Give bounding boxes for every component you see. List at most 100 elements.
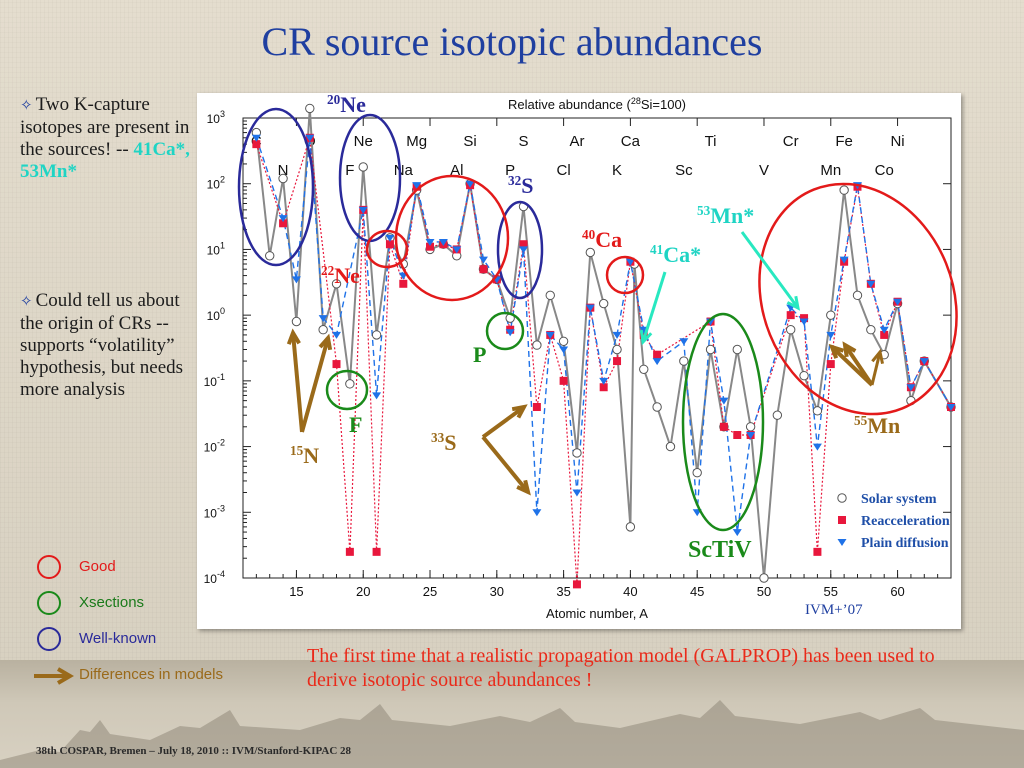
reacceleration-point (519, 240, 528, 249)
series-line-solar-system (255, 108, 952, 579)
reacceleration-point (385, 240, 394, 249)
diffusion-point (412, 182, 422, 190)
diffusion-point (291, 276, 301, 284)
solar-point (585, 247, 596, 258)
arrow-mn55-b (843, 343, 874, 387)
legend-series-label: Plain diffusion (861, 536, 949, 551)
diffusion-point (358, 206, 368, 214)
solar-point (371, 330, 382, 340)
reacceleration-point (252, 140, 261, 149)
bullet-k-capture: ✧ Two K-capture isotopes are present in t… (20, 94, 200, 183)
solar-point (305, 103, 315, 114)
reacceleration-point (719, 422, 728, 431)
arrow-n15-b-head (318, 333, 333, 351)
reacceleration-point (826, 360, 835, 369)
y-tick-label: 100 (207, 306, 225, 323)
diffusion-point (585, 304, 595, 312)
circle-f-xsections (325, 369, 369, 411)
circle-p-xsections (485, 311, 525, 351)
series-line-plain-diffusion (255, 137, 952, 533)
x-tick-label: 45 (690, 584, 704, 599)
solar-point (812, 406, 823, 416)
y-tick-label: 10-2 (204, 438, 225, 455)
diffusion-point (545, 331, 555, 339)
diffusion-point (305, 134, 315, 142)
diffusion-point (732, 529, 742, 537)
label-f: F (349, 412, 362, 437)
solar-point (665, 441, 676, 452)
diffusion-point (385, 234, 395, 242)
solar-point (772, 410, 783, 420)
bullet-text: Could tell us about the origin of CRs --… (20, 290, 184, 400)
solar-point (291, 316, 302, 327)
solar-point (732, 344, 742, 355)
solar-point (278, 173, 288, 184)
diffusion-point (559, 346, 569, 354)
x-tick-label: 15 (289, 584, 303, 599)
element-label-top: Si (463, 133, 476, 150)
element-label-top: S (519, 133, 529, 150)
diffusion-point (318, 315, 328, 323)
diffusion-point (425, 238, 435, 246)
x-tick-label: 50 (757, 584, 771, 599)
arrow-n15-a-head (286, 328, 301, 345)
chart-title: Relative abundance (28Si=100) (508, 96, 686, 112)
legend-good-icon (37, 555, 61, 579)
label-ca40: 40Ca (582, 227, 622, 252)
reacceleration-point (399, 279, 408, 288)
diffusion-point (893, 298, 903, 306)
diffusion-point (452, 246, 462, 254)
element-label-top: Cr (783, 133, 799, 150)
x-tick-label: 55 (824, 584, 838, 599)
diffusion-point (625, 258, 635, 266)
arrow-ca41 (641, 271, 667, 343)
reacceleration-point (332, 360, 341, 369)
diffusion-point (946, 404, 956, 412)
reacceleration-point (372, 547, 381, 556)
reacceleration-point (345, 547, 354, 556)
diffusion-point (719, 397, 729, 405)
solar-point (799, 370, 809, 381)
legend-wellknown-label: Well-known (79, 630, 157, 647)
y-tick-label: 10-1 (204, 372, 225, 389)
element-label-bottom: P (505, 162, 515, 179)
reacceleration-point (733, 430, 742, 439)
reacceleration-point (613, 357, 622, 366)
arrow-s33-b-head (516, 479, 531, 496)
solar-point (692, 468, 702, 478)
slide-caption: The first time that a realistic propagat… (307, 645, 935, 691)
reacceleration-point (599, 383, 608, 392)
arrow-n15-b (300, 337, 330, 433)
solar-point (785, 325, 796, 335)
bullet-origin: ✧ Could tell us about the origin of CRs -… (20, 290, 200, 401)
arrow-mn55-b-head (842, 341, 857, 358)
x-tick-label: 20 (356, 584, 370, 599)
reacceleration-point (653, 350, 662, 359)
solar-point (625, 522, 636, 532)
element-label-bottom: K (612, 162, 622, 179)
arrow-mn55-c-head (871, 348, 884, 365)
reacceleration-point (813, 547, 822, 556)
bottom-band (0, 660, 1024, 768)
legend-arrow-icon (34, 667, 74, 685)
y-tick-label: 101 (207, 240, 225, 257)
circle-mgsi-good (394, 174, 510, 302)
diffusion-point (519, 246, 529, 254)
solar-point (839, 185, 849, 195)
solar-point (652, 402, 662, 412)
reacceleration-point (786, 311, 795, 320)
arrow-mn55-c (870, 351, 882, 386)
element-label-bottom: Na (394, 162, 414, 179)
diffusion-point (879, 326, 889, 334)
diffusion-point (505, 329, 515, 337)
solar-point (759, 573, 769, 583)
solar-point (745, 422, 756, 432)
arrow-s33-a-head (511, 404, 528, 419)
legend-reacceleration-icon (838, 516, 846, 524)
reacceleration-point (426, 242, 435, 251)
element-label-top: Fe (835, 133, 853, 150)
element-label-top: Ar (569, 133, 584, 150)
element-label-top: Ni (890, 133, 904, 150)
bullet-star-icon: ✧ (20, 294, 33, 310)
series-line-reacceleration (255, 137, 952, 585)
